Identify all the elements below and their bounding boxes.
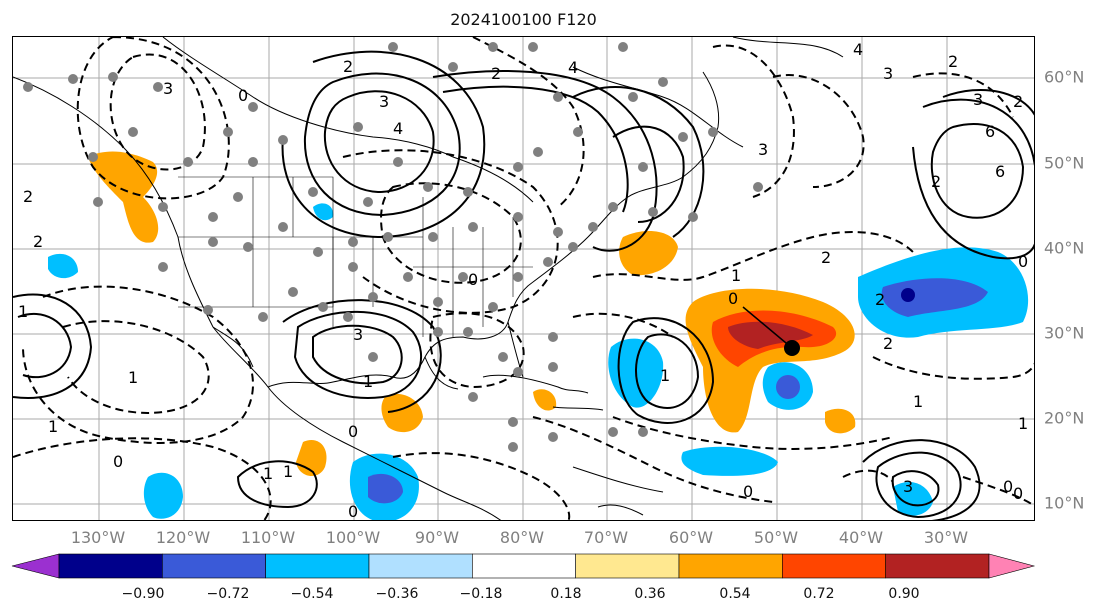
contour-label: 1 xyxy=(263,464,273,483)
contour-label: 2 xyxy=(875,290,885,309)
contour-label: 3 xyxy=(758,140,768,159)
colorbar-segment xyxy=(58,553,163,579)
contour-label: 3 xyxy=(353,325,363,344)
map-svg: 2 2 3 4 4 6 3 2 1 1 0 1 2 0 0 1 0 3 3 4 … xyxy=(13,37,1034,521)
lon-label: 70°W xyxy=(583,528,629,547)
contour-label: 1 xyxy=(363,372,373,391)
colorbar-segment xyxy=(472,553,576,579)
contour-label: 0 xyxy=(113,452,123,471)
station-dots xyxy=(23,42,763,452)
colorbar-extend-low xyxy=(11,553,60,579)
lat-label: 50°N xyxy=(1044,153,1085,173)
contour-label: 1 xyxy=(660,366,670,385)
negative-contours xyxy=(13,37,1034,520)
colorbar-segment xyxy=(265,553,370,579)
contour-label: 4 xyxy=(853,40,863,59)
contour-label: 3 xyxy=(379,92,389,111)
contour-label: 1 xyxy=(913,392,923,411)
colorbar-tick: 0.18 xyxy=(550,586,582,602)
contour-label: 2 xyxy=(23,187,33,206)
colorbar-tick: −0.72 xyxy=(206,586,250,602)
lon-label: 110°W xyxy=(240,528,296,547)
lat-label: 20°N xyxy=(1044,408,1085,428)
lon-label: 50°W xyxy=(753,528,799,547)
contour-label: 6 xyxy=(995,162,1005,181)
lon-label: 60°W xyxy=(668,528,714,547)
lat-label: 10°N xyxy=(1044,493,1085,513)
contour-labels: 2 2 3 4 4 6 3 2 1 1 0 1 2 0 0 1 0 3 3 4 … xyxy=(18,40,1028,521)
colorbar-tick: −0.54 xyxy=(290,586,334,602)
lon-label: 120°W xyxy=(155,528,211,547)
contour-label: 3 xyxy=(973,90,983,109)
contour-label: 1 xyxy=(128,368,138,387)
colorbar-tick: 0.72 xyxy=(803,586,835,602)
colorbar-tick: −0.18 xyxy=(459,586,503,602)
colorbar-extend-high xyxy=(988,553,1036,579)
colorbar-tick: −0.36 xyxy=(375,586,419,602)
contour-label: 2 xyxy=(883,334,893,353)
contour-label: 1 xyxy=(731,266,741,285)
contour-label: 1 xyxy=(48,417,58,436)
contour-label: 6 xyxy=(985,122,995,141)
map-title: 2024100100 F120 xyxy=(450,10,597,29)
colorbar-segment xyxy=(885,553,990,579)
colorbar-tick: 0.90 xyxy=(888,586,920,602)
contour-label: 0 xyxy=(1018,252,1028,271)
lon-label: 90°W xyxy=(414,528,460,547)
contour-label: 2 xyxy=(33,232,43,251)
weather-map: 2 2 3 4 4 6 3 2 1 1 0 1 2 0 0 1 0 3 3 4 … xyxy=(12,36,1035,521)
colorbar-segment xyxy=(782,553,886,579)
contour-label: 3 xyxy=(883,64,893,83)
contour-label: 2 xyxy=(343,57,353,76)
contour-label: 0 xyxy=(1003,477,1013,496)
contour-label: 0 xyxy=(728,289,738,308)
lat-label: 30°N xyxy=(1044,323,1085,343)
lon-label: 80°W xyxy=(499,528,545,547)
contour-label: 2 xyxy=(1013,92,1023,111)
contour-label: 0 xyxy=(468,270,478,289)
colorbar xyxy=(11,553,1036,579)
contour-label: 4 xyxy=(568,58,578,77)
contour-label: 1 xyxy=(283,462,293,481)
contour-label: 2 xyxy=(931,172,941,191)
contour-label: 2 xyxy=(491,64,501,83)
contour-label: 4 xyxy=(393,119,403,138)
lon-label: 30°W xyxy=(923,528,969,547)
contour-label: 2 xyxy=(948,52,958,71)
contour-label: 0 xyxy=(1013,484,1023,503)
colorbar-segment xyxy=(678,553,783,579)
shaded-anomalies xyxy=(48,151,1029,520)
contour-label: 3 xyxy=(903,477,913,496)
colorbar-segment xyxy=(368,553,473,579)
colorbar-tick: −0.90 xyxy=(121,586,165,602)
lon-label: 130°W xyxy=(70,528,126,547)
contour-label: 1 xyxy=(1018,414,1028,433)
contour-label: 0 xyxy=(238,86,248,105)
colorbar-tick: 0.36 xyxy=(634,586,666,602)
colorbar-segment xyxy=(162,553,266,579)
positive-contours xyxy=(13,50,1034,520)
lon-label: 40°W xyxy=(838,528,884,547)
lat-label: 60°N xyxy=(1044,67,1085,87)
contour-label: 0 xyxy=(348,502,358,521)
contour-label: 1 xyxy=(18,302,28,321)
storm-track xyxy=(742,306,793,349)
lon-label: 100°W xyxy=(325,528,381,547)
colorbar-segment xyxy=(575,553,680,579)
contour-label: 2 xyxy=(821,248,831,267)
contour-label: 0 xyxy=(348,422,358,441)
colorbar-tick: 0.54 xyxy=(719,586,751,602)
contour-label: 0 xyxy=(743,482,753,501)
graticule xyxy=(13,37,1034,520)
lat-label: 40°N xyxy=(1044,238,1085,258)
contour-label: 3 xyxy=(163,79,173,98)
